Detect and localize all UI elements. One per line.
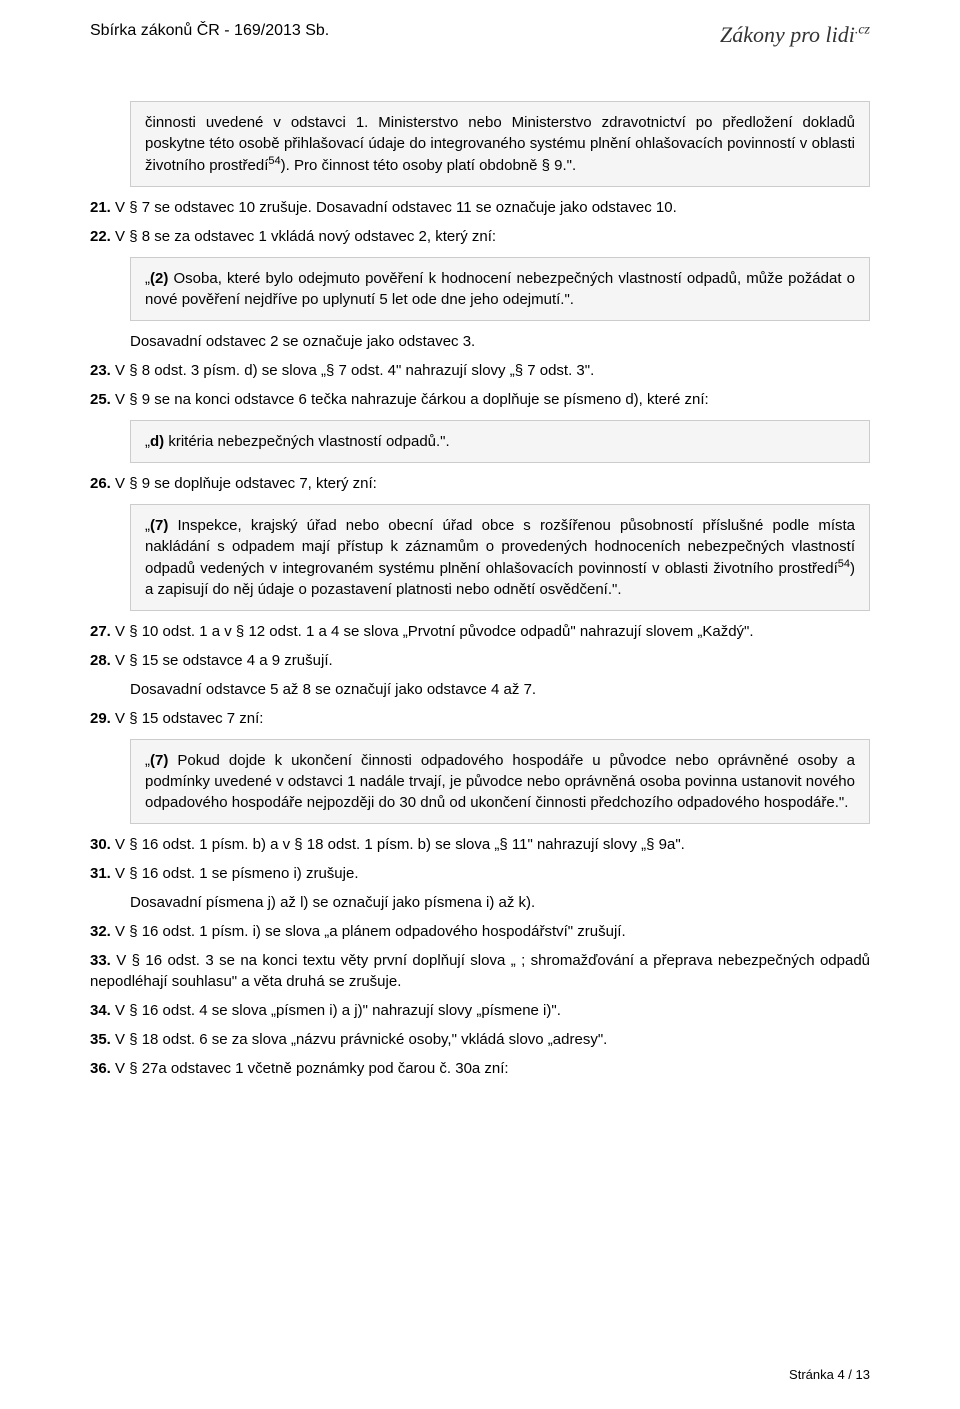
page-footer: Stránka 4 / 13 <box>789 1366 870 1384</box>
paragraph-indent: Dosavadní odstavce 5 až 8 se označují ja… <box>130 679 870 700</box>
header-left-text: Sbírka zákonů ČR - 169/2013 Sb. <box>90 20 329 42</box>
document-content: činnosti uvedené v odstavci 1. Ministers… <box>90 101 870 1079</box>
paragraph: 35. V § 18 odst. 6 se za slova „názvu pr… <box>90 1029 870 1050</box>
paragraph: 21. V § 7 se odstavec 10 zrušuje. Dosava… <box>90 197 870 218</box>
paragraph: 23. V § 8 odst. 3 písm. d) se slova „§ 7… <box>90 360 870 381</box>
paragraph-indent: Dosavadní odstavec 2 se označuje jako od… <box>130 331 870 352</box>
paragraph: 34. V § 16 odst. 4 se slova „písmen i) a… <box>90 1000 870 1021</box>
paragraph: 26. V § 9 se doplňuje odstavec 7, který … <box>90 473 870 494</box>
paragraph: 28. V § 15 se odstavce 4 a 9 zrušují. <box>90 650 870 671</box>
quote-block: činnosti uvedené v odstavci 1. Ministers… <box>130 101 870 187</box>
paragraph: 22. V § 8 se za odstavec 1 vkládá nový o… <box>90 226 870 247</box>
quote-block: „(7) Pokud dojde k ukončení činnosti odp… <box>130 739 870 824</box>
paragraph: 29. V § 15 odstavec 7 zní: <box>90 708 870 729</box>
paragraph: 33. V § 16 odst. 3 se na konci textu vět… <box>90 950 870 992</box>
page-header: Sbírka zákonů ČR - 169/2013 Sb. Zákony p… <box>90 20 870 51</box>
quote-block: „(7) Inspekce, krajský úřad nebo obecní … <box>130 504 870 611</box>
paragraph: 31. V § 16 odst. 1 se písmeno i) zrušuje… <box>90 863 870 884</box>
paragraph: 32. V § 16 odst. 1 písm. i) se slova „a … <box>90 921 870 942</box>
paragraph-indent: Dosavadní písmena j) až l) se označují j… <box>130 892 870 913</box>
quote-block: „d) kritéria nebezpečných vlastností odp… <box>130 420 870 463</box>
logo-suffix: .cz <box>855 23 870 38</box>
paragraph: 30. V § 16 odst. 1 písm. b) a v § 18 ods… <box>90 834 870 855</box>
logo-main: Zákony pro lidi <box>720 22 855 47</box>
paragraph: 27. V § 10 odst. 1 a v § 12 odst. 1 a 4 … <box>90 621 870 642</box>
quote-block: „(2) Osoba, které bylo odejmuto pověření… <box>130 257 870 321</box>
paragraph: 25. V § 9 se na konci odstavce 6 tečka n… <box>90 389 870 410</box>
paragraph: 36. V § 27a odstavec 1 včetně poznámky p… <box>90 1058 870 1079</box>
header-right-logo: Zákony pro lidi.cz <box>720 20 870 51</box>
